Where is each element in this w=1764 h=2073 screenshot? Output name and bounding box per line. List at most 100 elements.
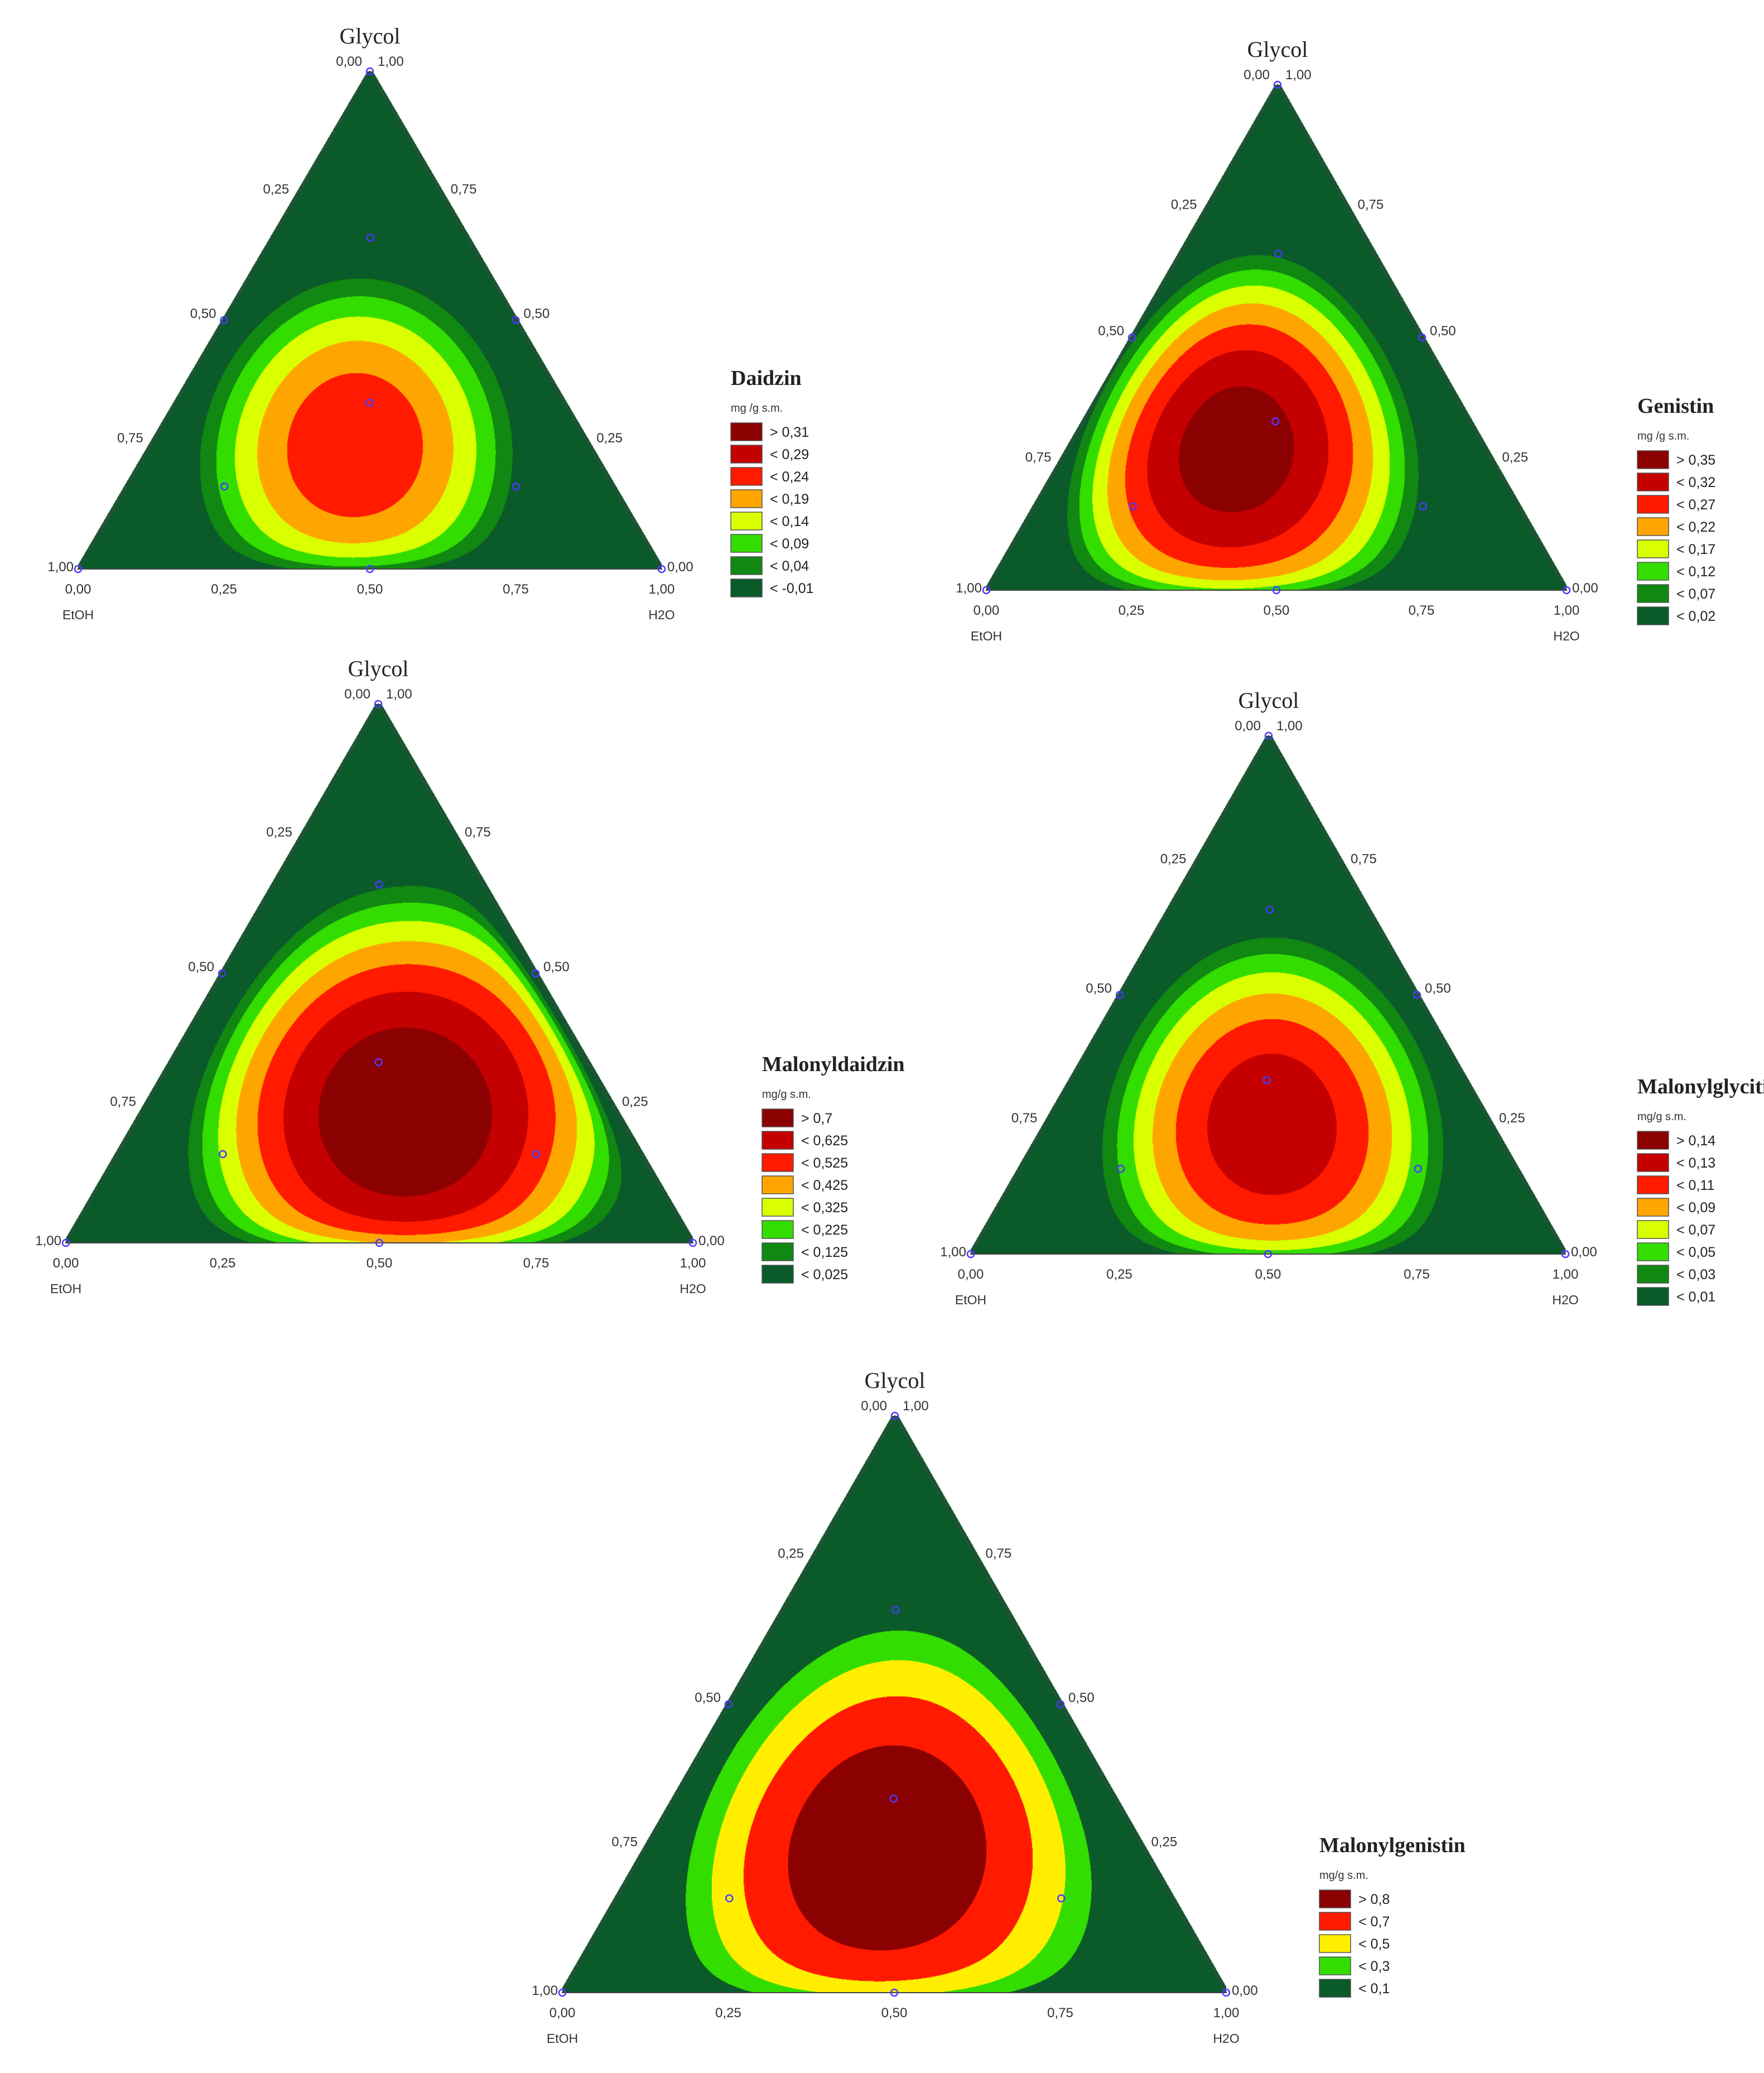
tick-label: 1,00 [649, 582, 675, 597]
tick-label: 0,00 [550, 2005, 576, 2021]
design-point [532, 1150, 541, 1159]
legend-swatch [761, 1175, 794, 1194]
ternary-panel-1: 0,00 1,00 0,25 0,50 0,75 0,75 0,50 0,25 1,00 0,00… [47, 23, 813, 622]
legend-swatch [730, 578, 763, 597]
tick-label: 0,00 [698, 1233, 725, 1248]
tick-label: 0,75 [611, 1835, 638, 1850]
tick-label: 0,00 [1232, 1983, 1258, 1998]
legend-swatch [1637, 1287, 1669, 1306]
tick-label: 0,75 [1025, 450, 1052, 465]
tick-label: 0,25 [211, 582, 237, 597]
design-point [966, 1250, 975, 1259]
apex-label: Glycol [340, 23, 401, 49]
tick-label: 0,50 [524, 306, 550, 321]
tick-label: 0,50 [367, 1256, 393, 1271]
legend-unit: mg/g s.m. [762, 1088, 811, 1101]
design-point [1413, 991, 1421, 999]
tick-label: 0,75 [986, 1546, 1012, 1561]
tick-label: 0,25 [1106, 1267, 1132, 1282]
tick-label: 0,75 [1409, 603, 1435, 618]
design-point [365, 67, 374, 76]
legend-swatch [1319, 1956, 1351, 1975]
tick-label: 0,00 [958, 1267, 984, 1282]
tick-label: 0,25 [210, 1256, 236, 1271]
legend-label: > 0,35 [1676, 452, 1715, 468]
design-point [1414, 1164, 1423, 1173]
design-point [1561, 1250, 1570, 1259]
legend-label: < 0,09 [1676, 1200, 1715, 1216]
legend-label: < 0,12 [1676, 564, 1715, 580]
legend-label: < 0,29 [770, 447, 809, 462]
design-point [74, 565, 83, 573]
legend-label: < 0,125 [801, 1245, 848, 1260]
legend-label: < 0,5 [1358, 1936, 1390, 1952]
tick-label: 0,75 [110, 1095, 136, 1110]
legend-swatch [1319, 1889, 1351, 1908]
legend-label: > 0,8 [1358, 1892, 1390, 1907]
design-point [725, 1894, 734, 1903]
design-point [365, 565, 374, 573]
design-point [531, 969, 540, 978]
legend-swatch [1637, 473, 1669, 491]
legend-swatch [1319, 1979, 1351, 1998]
tick-label: 0,00 [1235, 719, 1261, 734]
tick-label: 1,00 [1213, 2005, 1240, 2021]
legend-swatch [761, 1242, 794, 1261]
tick-label: 0,25 [596, 431, 623, 446]
legend-swatch [761, 1108, 794, 1127]
apex-label: Glycol [865, 1368, 926, 1393]
tick-label: 0,75 [1358, 197, 1384, 213]
tick-label: 0,00 [65, 582, 91, 597]
design-point [890, 1988, 899, 1997]
left-axis-label: EtOH [971, 629, 1002, 643]
legend-label: < 0,19 [770, 491, 809, 507]
tick-label: 0,25 [1151, 1835, 1178, 1850]
tick-label: 0,50 [1255, 1267, 1281, 1282]
ternary-panel-3: 0,00 1,00 0,25 0,50 0,75 0,75 0,50 0,25 1,00 0,00… [35, 656, 904, 1296]
legend-label: < -0,01 [770, 581, 814, 596]
contour-fill [986, 85, 1567, 590]
design-point [1419, 502, 1427, 511]
design-point [374, 1058, 383, 1067]
legend-label: < 0,525 [801, 1155, 848, 1171]
legend-swatch [1637, 1242, 1669, 1261]
legend-unit: mg/g s.m. [1637, 1111, 1686, 1123]
tick-label: 0,50 [543, 960, 570, 975]
design-point [1129, 502, 1137, 511]
legend-swatch [761, 1131, 794, 1150]
legend: Genistin mg /g s.m. > 0,35 < 0,32 < 0,27 < 0,… [1637, 394, 1715, 625]
apex-label: Glycol [1238, 688, 1299, 713]
legend-swatch [1637, 450, 1669, 469]
legend-label: < 0,24 [770, 469, 809, 485]
tick-label: 1,00 [1554, 603, 1580, 618]
contour-fill [971, 736, 1565, 1254]
legend-swatch [1637, 517, 1669, 536]
legend-swatch [1637, 562, 1669, 581]
design-point [512, 316, 520, 325]
design-point [61, 1238, 70, 1247]
design-point [1057, 1894, 1066, 1903]
legend-label: < 0,27 [1676, 497, 1715, 513]
legend-swatch [1637, 584, 1669, 603]
design-point [982, 586, 991, 595]
legend: Malonyldaidzin mg/g s.m. > 0,7 < 0,625 < 0,5… [761, 1053, 905, 1284]
tick-label: 1,00 [956, 581, 982, 596]
legend-swatch [1319, 1934, 1351, 1953]
legend-label: < 0,3 [1358, 1959, 1390, 1974]
legend-label: < 0,05 [1676, 1245, 1715, 1260]
tick-label: 0,25 [1502, 450, 1529, 465]
tick-label: 0,75 [465, 825, 491, 840]
tick-label: 0,50 [1430, 324, 1456, 339]
tick-label: 0,50 [1068, 1690, 1095, 1705]
legend-label: < 0,13 [1676, 1155, 1715, 1171]
tick-label: 0,50 [1264, 603, 1290, 618]
design-point [889, 1794, 898, 1803]
tick-label: 1,00 [680, 1256, 706, 1271]
legend-label: > 0,7 [801, 1111, 832, 1126]
legend-swatch [1637, 1198, 1669, 1217]
design-point [219, 1150, 227, 1159]
legend-label: < 0,17 [1676, 542, 1715, 557]
tick-label: 0,00 [1244, 68, 1270, 83]
legend-label: < 0,7 [1358, 1914, 1390, 1930]
legend-swatch [1637, 495, 1669, 514]
